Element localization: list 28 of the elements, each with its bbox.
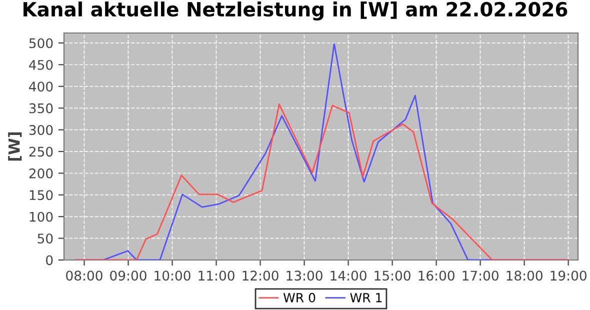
y-tick-label: 50 (38, 234, 53, 244)
y-tick-label: 250 (29, 146, 53, 157)
x-tick-label: 18:00 (506, 270, 542, 281)
x-tick-label: 17:00 (462, 270, 498, 281)
x-tick-label: 16:00 (418, 270, 454, 281)
y-tick-label: 200 (29, 168, 53, 178)
line-series (75, 103, 570, 260)
x-tick-label: 08:00 (66, 270, 102, 281)
chart-title: Kanal aktuelle Netzleistung in [W] am 22.02.2026 (24, 2, 568, 21)
legend-label: WR 1 (350, 293, 382, 302)
y-axis-title: [W] (8, 132, 22, 161)
y-tick-label: 450 (29, 60, 53, 70)
legend-label: WR 0 (283, 292, 316, 302)
x-tick-label: 11:00 (198, 270, 234, 281)
x-tick-label: 10:00 (154, 270, 190, 281)
y-tick-label: 350 (29, 103, 53, 114)
y-tick-label: 0 (46, 255, 53, 266)
y-tick-label: 100 (30, 212, 53, 222)
x-tick-label: 12:00 (242, 270, 278, 281)
y-tick-label: 400 (29, 82, 53, 92)
x-tick-label: 09:00 (110, 270, 146, 281)
x-tick-label: 14:00 (330, 270, 366, 281)
y-tick-label: 150 (30, 190, 53, 200)
x-tick-label: 13:00 (286, 270, 322, 281)
x-tick-label: 15:00 (374, 270, 410, 281)
x-tick-label: 19:00 (550, 270, 586, 281)
y-tick-label: 500 (29, 38, 53, 48)
y-tick-label: 300 (29, 125, 53, 135)
